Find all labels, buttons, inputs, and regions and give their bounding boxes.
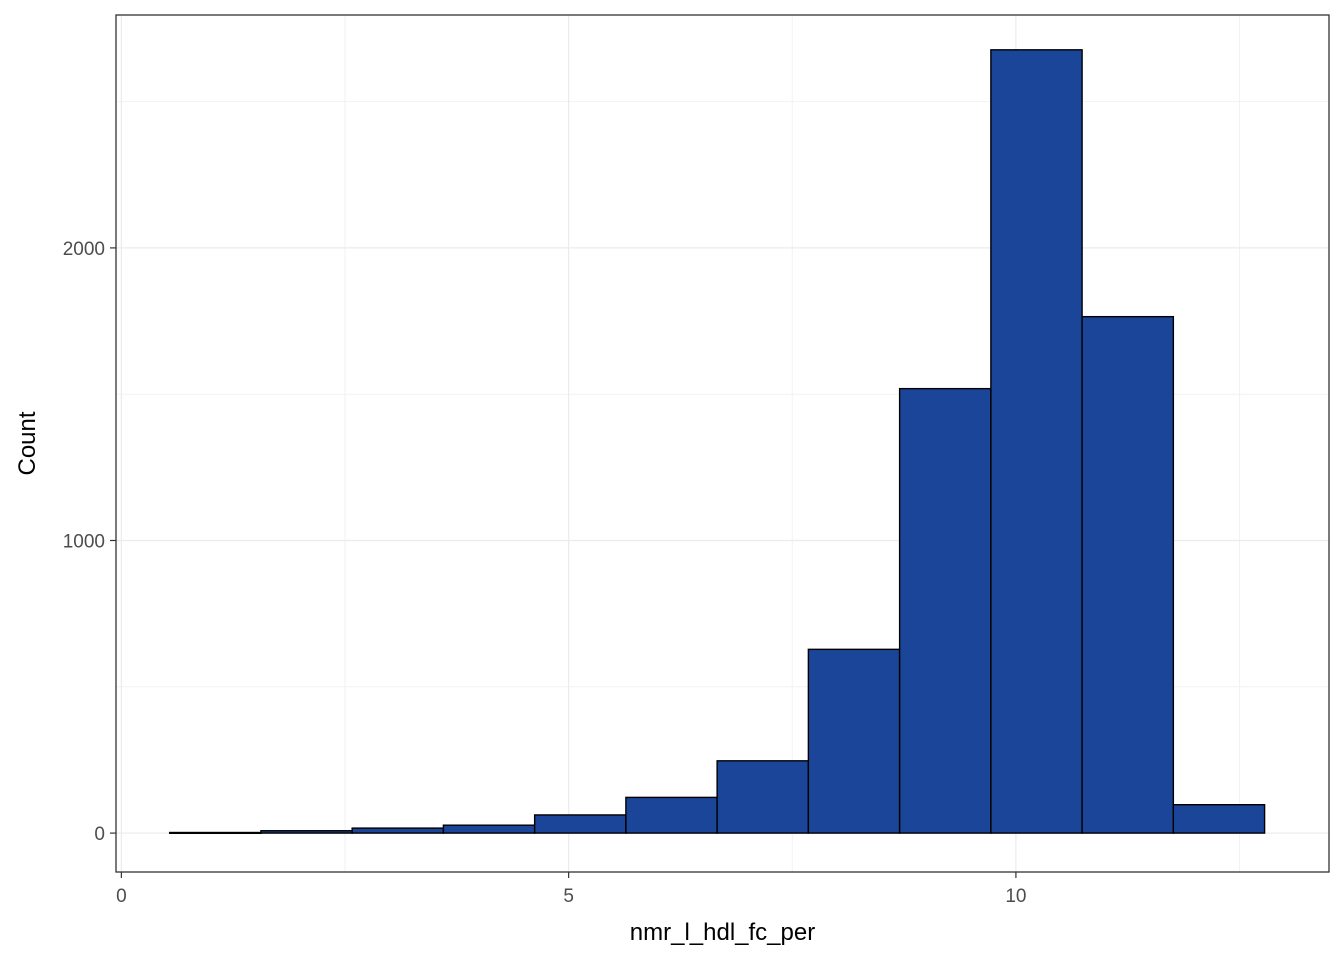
histogram-bar xyxy=(898,387,992,834)
histogram-bar xyxy=(168,831,262,835)
histogram-bar xyxy=(625,796,718,834)
histogram-bar xyxy=(260,830,353,834)
y-tick-label: 1000 xyxy=(63,531,105,552)
histogram-bar xyxy=(533,814,627,834)
histogram-bar xyxy=(1081,315,1175,834)
histogram-bar xyxy=(351,827,445,834)
y-axis-title: Count xyxy=(14,411,41,475)
panel-border xyxy=(115,14,1330,873)
histogram-bar xyxy=(442,824,536,834)
histogram-bar xyxy=(1172,804,1266,834)
y-tick-label: 2000 xyxy=(63,239,105,260)
x-tick-label: 5 xyxy=(563,886,574,907)
histogram-bar xyxy=(716,760,810,834)
x-axis-ticks: 0 5 10 xyxy=(116,872,1026,907)
x-tick-label: 10 xyxy=(1005,886,1026,907)
histogram-bars xyxy=(168,49,1266,835)
y-axis-ticks: 0 1000 2000 xyxy=(63,239,116,845)
x-axis-title: nmr_l_hdl_fc_per xyxy=(630,919,815,946)
x-tick-label: 0 xyxy=(116,886,127,907)
histogram-bar xyxy=(807,648,901,834)
y-tick-label: 0 xyxy=(94,824,105,845)
histogram-bar xyxy=(990,49,1083,834)
